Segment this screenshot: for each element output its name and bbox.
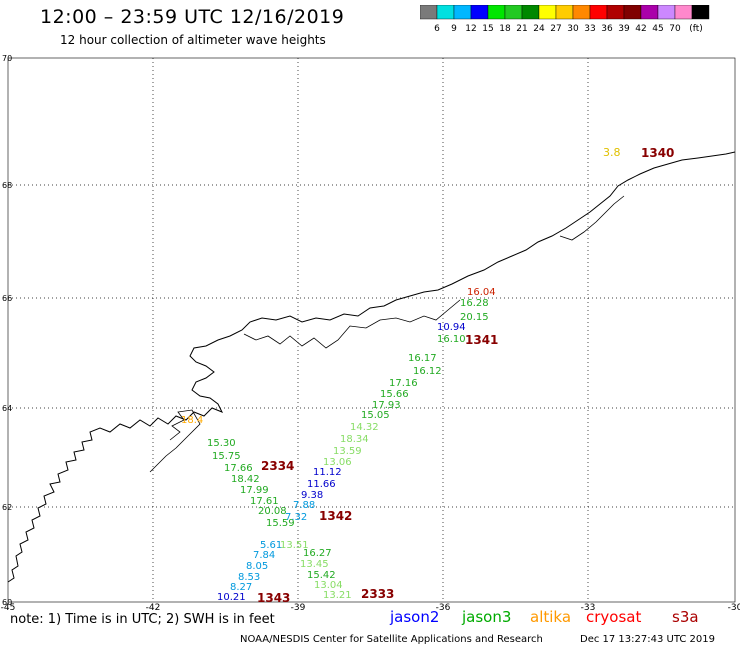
color-scale: 6 9 12 15 18 21 24 27 30 33 36 39 42 45 70 (ft) <box>420 5 710 34</box>
scale-label: 36 <box>601 24 613 34</box>
jason2-wave-label: 9.38 <box>301 490 324 501</box>
jason3-wave-label: 15.59 <box>266 518 295 529</box>
lon-tick-label: -30 <box>728 603 740 613</box>
legend-cryosat: cryosat <box>586 608 642 626</box>
cyan-wave-label: 7.32 <box>285 512 308 523</box>
jason3-wave-label: 17.66 <box>224 463 253 474</box>
lat-tick-label: 64 <box>2 404 12 413</box>
jason3-light-wave-label: 18.34 <box>340 434 369 445</box>
jason2-wave-label: 11.12 <box>313 467 342 478</box>
jason3-wave-label: 17.93 <box>372 400 401 411</box>
legend-jason2: jason2 <box>390 608 440 626</box>
pass-time-label: 1342 <box>319 509 353 523</box>
jason3-wave-label: 16.27 <box>303 548 332 559</box>
scale-label: 18 <box>499 24 511 34</box>
pass-time-label: 2333 <box>361 587 395 601</box>
jason3-wave-label: 15.66 <box>380 389 409 400</box>
jason2-wave-label: 11.66 <box>307 479 336 490</box>
lon-tick-label: -36 <box>436 603 451 613</box>
jason2-wave-label: 10.94 <box>437 322 466 333</box>
cyan-wave-label: 8.53 <box>238 572 261 583</box>
jason3-wave-label: 18.42 <box>231 474 260 485</box>
cyan-wave-label: 7.84 <box>253 550 276 561</box>
scale-label: 21 <box>516 24 527 34</box>
jason3-wave-label: 15.05 <box>361 410 390 421</box>
legend-altika: altika <box>530 608 572 626</box>
cyan-wave-label: 5.61 <box>260 540 283 551</box>
jason3-wave-label: 17.61 <box>250 496 279 507</box>
jason3-wave-label: 16.28 <box>460 298 489 309</box>
pass-time-label: 2334 <box>261 459 295 473</box>
footer-timestamp: Dec 17 13:27:43 UTC 2019 <box>580 634 715 645</box>
jason3-light-wave-label: 13.21 <box>323 590 352 601</box>
legend-jason3: jason3 <box>462 608 512 626</box>
jason3-light-wave-label: 13.51 <box>280 540 309 551</box>
pass-time-label: 1343 <box>257 591 291 605</box>
lat-tick-label: 62 <box>2 503 12 512</box>
altika-wave-label: 18.4 <box>181 415 204 426</box>
scale-label: 27 <box>550 24 561 34</box>
map-canvas: -45 -42 -39 -36 -33 -30 70 68 66 64 62 60 <box>1 54 740 613</box>
cyan-wave-label: 7.88 <box>293 500 316 511</box>
scale-label: 15 <box>482 24 493 34</box>
cyan-wave-label: 8.05 <box>246 561 269 572</box>
lon-tick-label: -42 <box>146 603 161 613</box>
jason2-wave-label: 10.21 <box>217 592 246 603</box>
legend-s3a: s3a <box>672 608 699 626</box>
jason3-wave-label: 15.30 <box>207 438 236 449</box>
coast-inner <box>149 195 625 473</box>
scale-label: 33 <box>584 24 595 34</box>
cryosat-wave-label: 16.04 <box>467 287 496 298</box>
footer-note: note: 1) Time is in UTC; 2) SWH is in fe… <box>10 612 275 627</box>
jason3-wave-label: 17.99 <box>240 485 269 496</box>
scale-label: 12 <box>465 24 476 34</box>
page-subtitle: 12 hour collection of altimeter wave hei… <box>60 33 326 47</box>
lat-tick-label: 66 <box>2 294 12 303</box>
jason3-light-wave-label: 14.32 <box>350 422 379 433</box>
greenland-coastline <box>7 151 736 583</box>
altika-top-label: 3.8 <box>603 146 621 159</box>
jason3-wave-label: 16.17 <box>408 353 437 364</box>
scale-label: 39 <box>618 24 630 34</box>
scale-label: 45 <box>652 24 663 34</box>
jason3-wave-label: 20.15 <box>460 312 489 323</box>
jason3-light-wave-label: 13.04 <box>314 580 343 591</box>
jason3-wave-label: 16.12 <box>413 366 442 377</box>
pass-time-label: 1341 <box>465 333 499 347</box>
jason3-wave-label: 15.42 <box>307 570 336 581</box>
pass-time-label: 1340 <box>641 146 675 160</box>
scale-label: 70 <box>669 24 681 34</box>
lat-tick-label: 70 <box>2 54 12 63</box>
scale-swatch <box>691 5 710 20</box>
jason3-light-wave-label: 13.59 <box>333 446 362 457</box>
jason3-wave-label: 20.08 <box>258 506 287 517</box>
scale-label: 9 <box>451 24 457 34</box>
page-title: 12:00 – 23:59 UTC 12/16/2019 <box>40 6 345 28</box>
scale-label: 6 <box>434 24 440 34</box>
lon-tick-label: -45 <box>1 603 16 613</box>
cyan-wave-label: 8.27 <box>230 582 253 593</box>
lon-tick-label: -39 <box>291 603 306 613</box>
scale-label: (ft) <box>689 24 703 34</box>
jason3-light-wave-label: 13.06 <box>323 457 352 468</box>
jason3-wave-label: 15.75 <box>212 451 241 462</box>
lon-tick-label: -33 <box>581 603 596 613</box>
scale-label: 24 <box>533 24 545 34</box>
lat-tick-label: 60 <box>2 598 12 607</box>
map-frame <box>7 57 736 603</box>
scale-label: 42 <box>635 24 646 34</box>
scale-label: 30 <box>567 24 579 34</box>
jason3-light-wave-label: 13.45 <box>300 559 329 570</box>
jason3-wave-label: 16.10 <box>437 334 466 345</box>
lat-tick-label: 68 <box>2 181 12 190</box>
footer-credit: NOAA/NESDIS Center for Satellite Applica… <box>240 634 543 645</box>
jason3-wave-label: 17.16 <box>389 378 418 389</box>
